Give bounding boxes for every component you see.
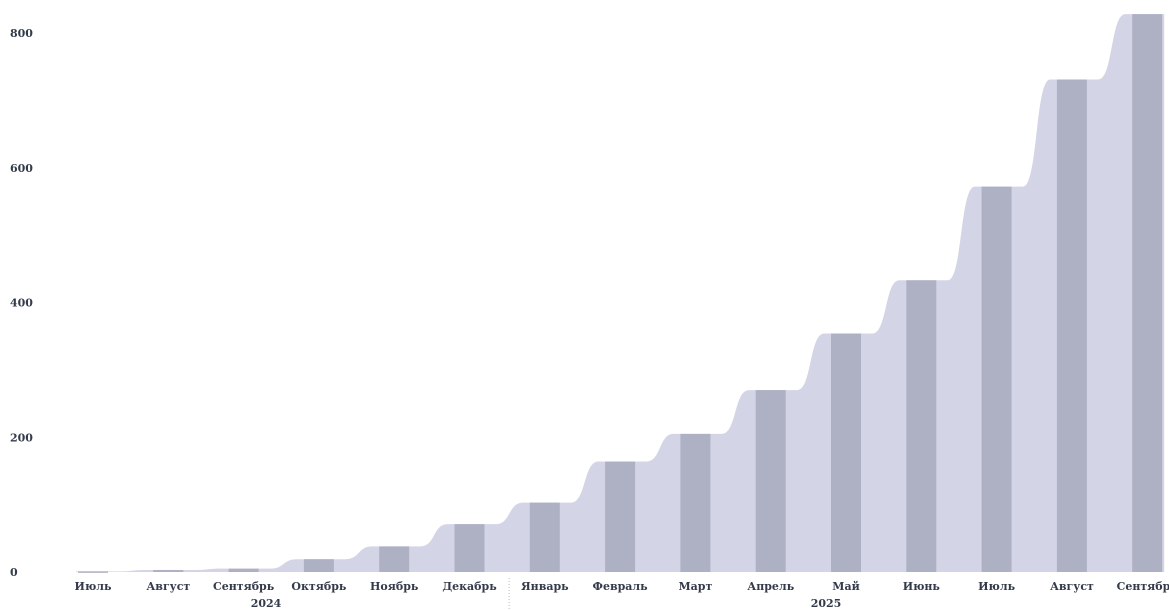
- month-bar: [680, 433, 711, 572]
- month-bar: [529, 502, 560, 572]
- x-tick-label: Декабрь: [442, 580, 497, 593]
- month-bar: [981, 186, 1012, 573]
- x-tick-label: Август: [1050, 580, 1094, 593]
- x-tick-label: Октябрь: [291, 580, 346, 593]
- month-bar: [303, 559, 334, 572]
- month-bar: [1056, 79, 1087, 573]
- x-tick-label: Март: [678, 580, 712, 593]
- month-bar: [1132, 14, 1163, 572]
- x-tick-label: Апрель: [747, 580, 794, 593]
- x-tick-label: Ноябрь: [370, 580, 419, 593]
- x-tick-label: Июль: [75, 580, 112, 593]
- month-bar: [755, 390, 786, 572]
- month-bar: [228, 568, 259, 572]
- year-label: 2025: [811, 597, 842, 610]
- cumulative-area: [76, 14, 1165, 572]
- x-tick-label: Май: [832, 580, 859, 593]
- month-bar: [153, 569, 184, 572]
- x-axis: Июль Август Сентябрь Октябрь Ноябрь Декабрь Ян…: [75, 578, 1169, 610]
- y-axis: 0 200 400 600 800: [10, 27, 33, 579]
- y-tick-label: 400: [10, 297, 33, 310]
- month-bar: [454, 524, 485, 572]
- y-tick-label: 0: [10, 566, 18, 579]
- x-tick-label: Сентябрь: [1117, 580, 1169, 593]
- year-label: 2024: [251, 597, 282, 610]
- x-tick-label: Июль: [978, 580, 1015, 593]
- x-tick-label: Август: [146, 580, 190, 593]
- y-tick-label: 800: [10, 27, 33, 40]
- x-tick-label: Февраль: [593, 580, 649, 593]
- month-bar: [605, 461, 636, 572]
- x-tick-label: Январь: [521, 580, 569, 593]
- y-tick-label: 600: [10, 162, 33, 175]
- month-bar: [906, 280, 937, 572]
- month-bar: [379, 546, 410, 572]
- x-tick-label: Сентябрь: [213, 580, 275, 593]
- plot-area: [76, 14, 1165, 573]
- x-tick-label: Июнь: [903, 580, 941, 593]
- month-bar: [78, 571, 108, 573]
- month-bar: [831, 333, 861, 572]
- y-tick-label: 200: [10, 431, 33, 444]
